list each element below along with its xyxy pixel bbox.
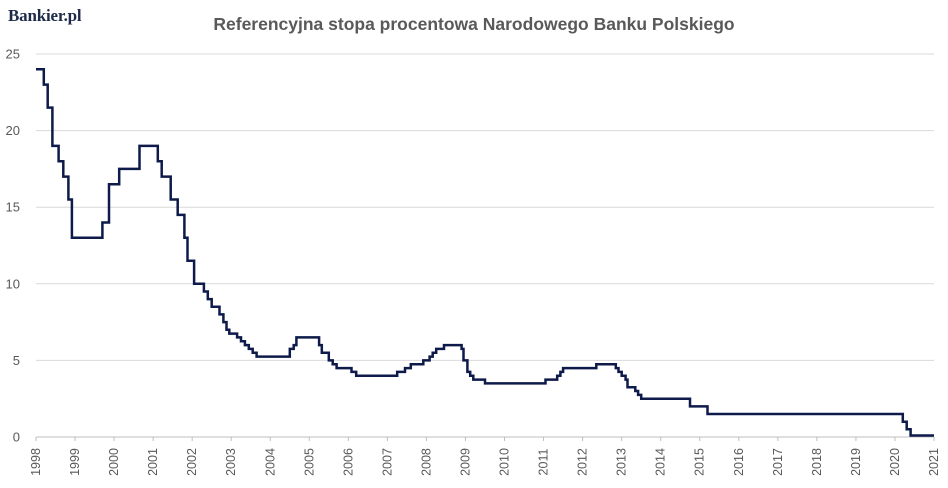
y-axis-ticks: 0 5 10 15 20 25	[6, 47, 20, 445]
x-tick-label: 1998	[29, 448, 43, 476]
x-tick-label: 2002	[185, 448, 199, 476]
x-tick-label: 2001	[146, 448, 160, 476]
x-tick-label: 2011	[537, 449, 551, 476]
y-tick-label: 15	[6, 200, 20, 215]
x-tick-label: 2006	[341, 448, 355, 476]
y-tick-label: 20	[6, 123, 20, 138]
chart-title: Referencyjna stopa procentowa Narodowego…	[213, 14, 735, 34]
x-tick-label: 2010	[498, 448, 512, 476]
x-tick-label: 2007	[380, 448, 394, 476]
x-tick-label: 2004	[263, 448, 277, 476]
x-tick-label: 2009	[458, 448, 472, 476]
x-tick-label: 2000	[107, 448, 121, 476]
x-tick-label: 2021	[927, 448, 941, 476]
x-tick-label: 1999	[68, 448, 82, 476]
y-tick-label: 5	[13, 353, 20, 368]
y-tick-label: 0	[13, 430, 20, 445]
x-tick-label: 2013	[615, 448, 629, 476]
x-tick-label: 2019	[849, 448, 863, 476]
x-tick-label: 2016	[732, 448, 746, 476]
y-tick-label: 10	[6, 276, 20, 291]
bankier-logo: Bankier.pl	[8, 6, 82, 25]
gridlines	[36, 53, 934, 438]
x-tick-label: 2018	[810, 448, 824, 476]
x-tick-label: 2020	[888, 448, 902, 476]
x-axis-ticks: 1998 1999 2000 2001 2002 2003 2004 2005 2006 2007…	[29, 437, 941, 476]
y-tick-label: 25	[6, 47, 20, 62]
x-tick-label: 2014	[654, 448, 668, 476]
x-tick-label: 2012	[576, 448, 590, 476]
x-tick-label: 2017	[771, 448, 785, 476]
x-tick-label: 2005	[302, 448, 316, 476]
x-tick-label: 2015	[693, 448, 707, 476]
reference-rate-line	[36, 68, 934, 437]
x-tick-label: 2003	[224, 448, 238, 476]
x-tick-label: 2008	[419, 448, 433, 476]
